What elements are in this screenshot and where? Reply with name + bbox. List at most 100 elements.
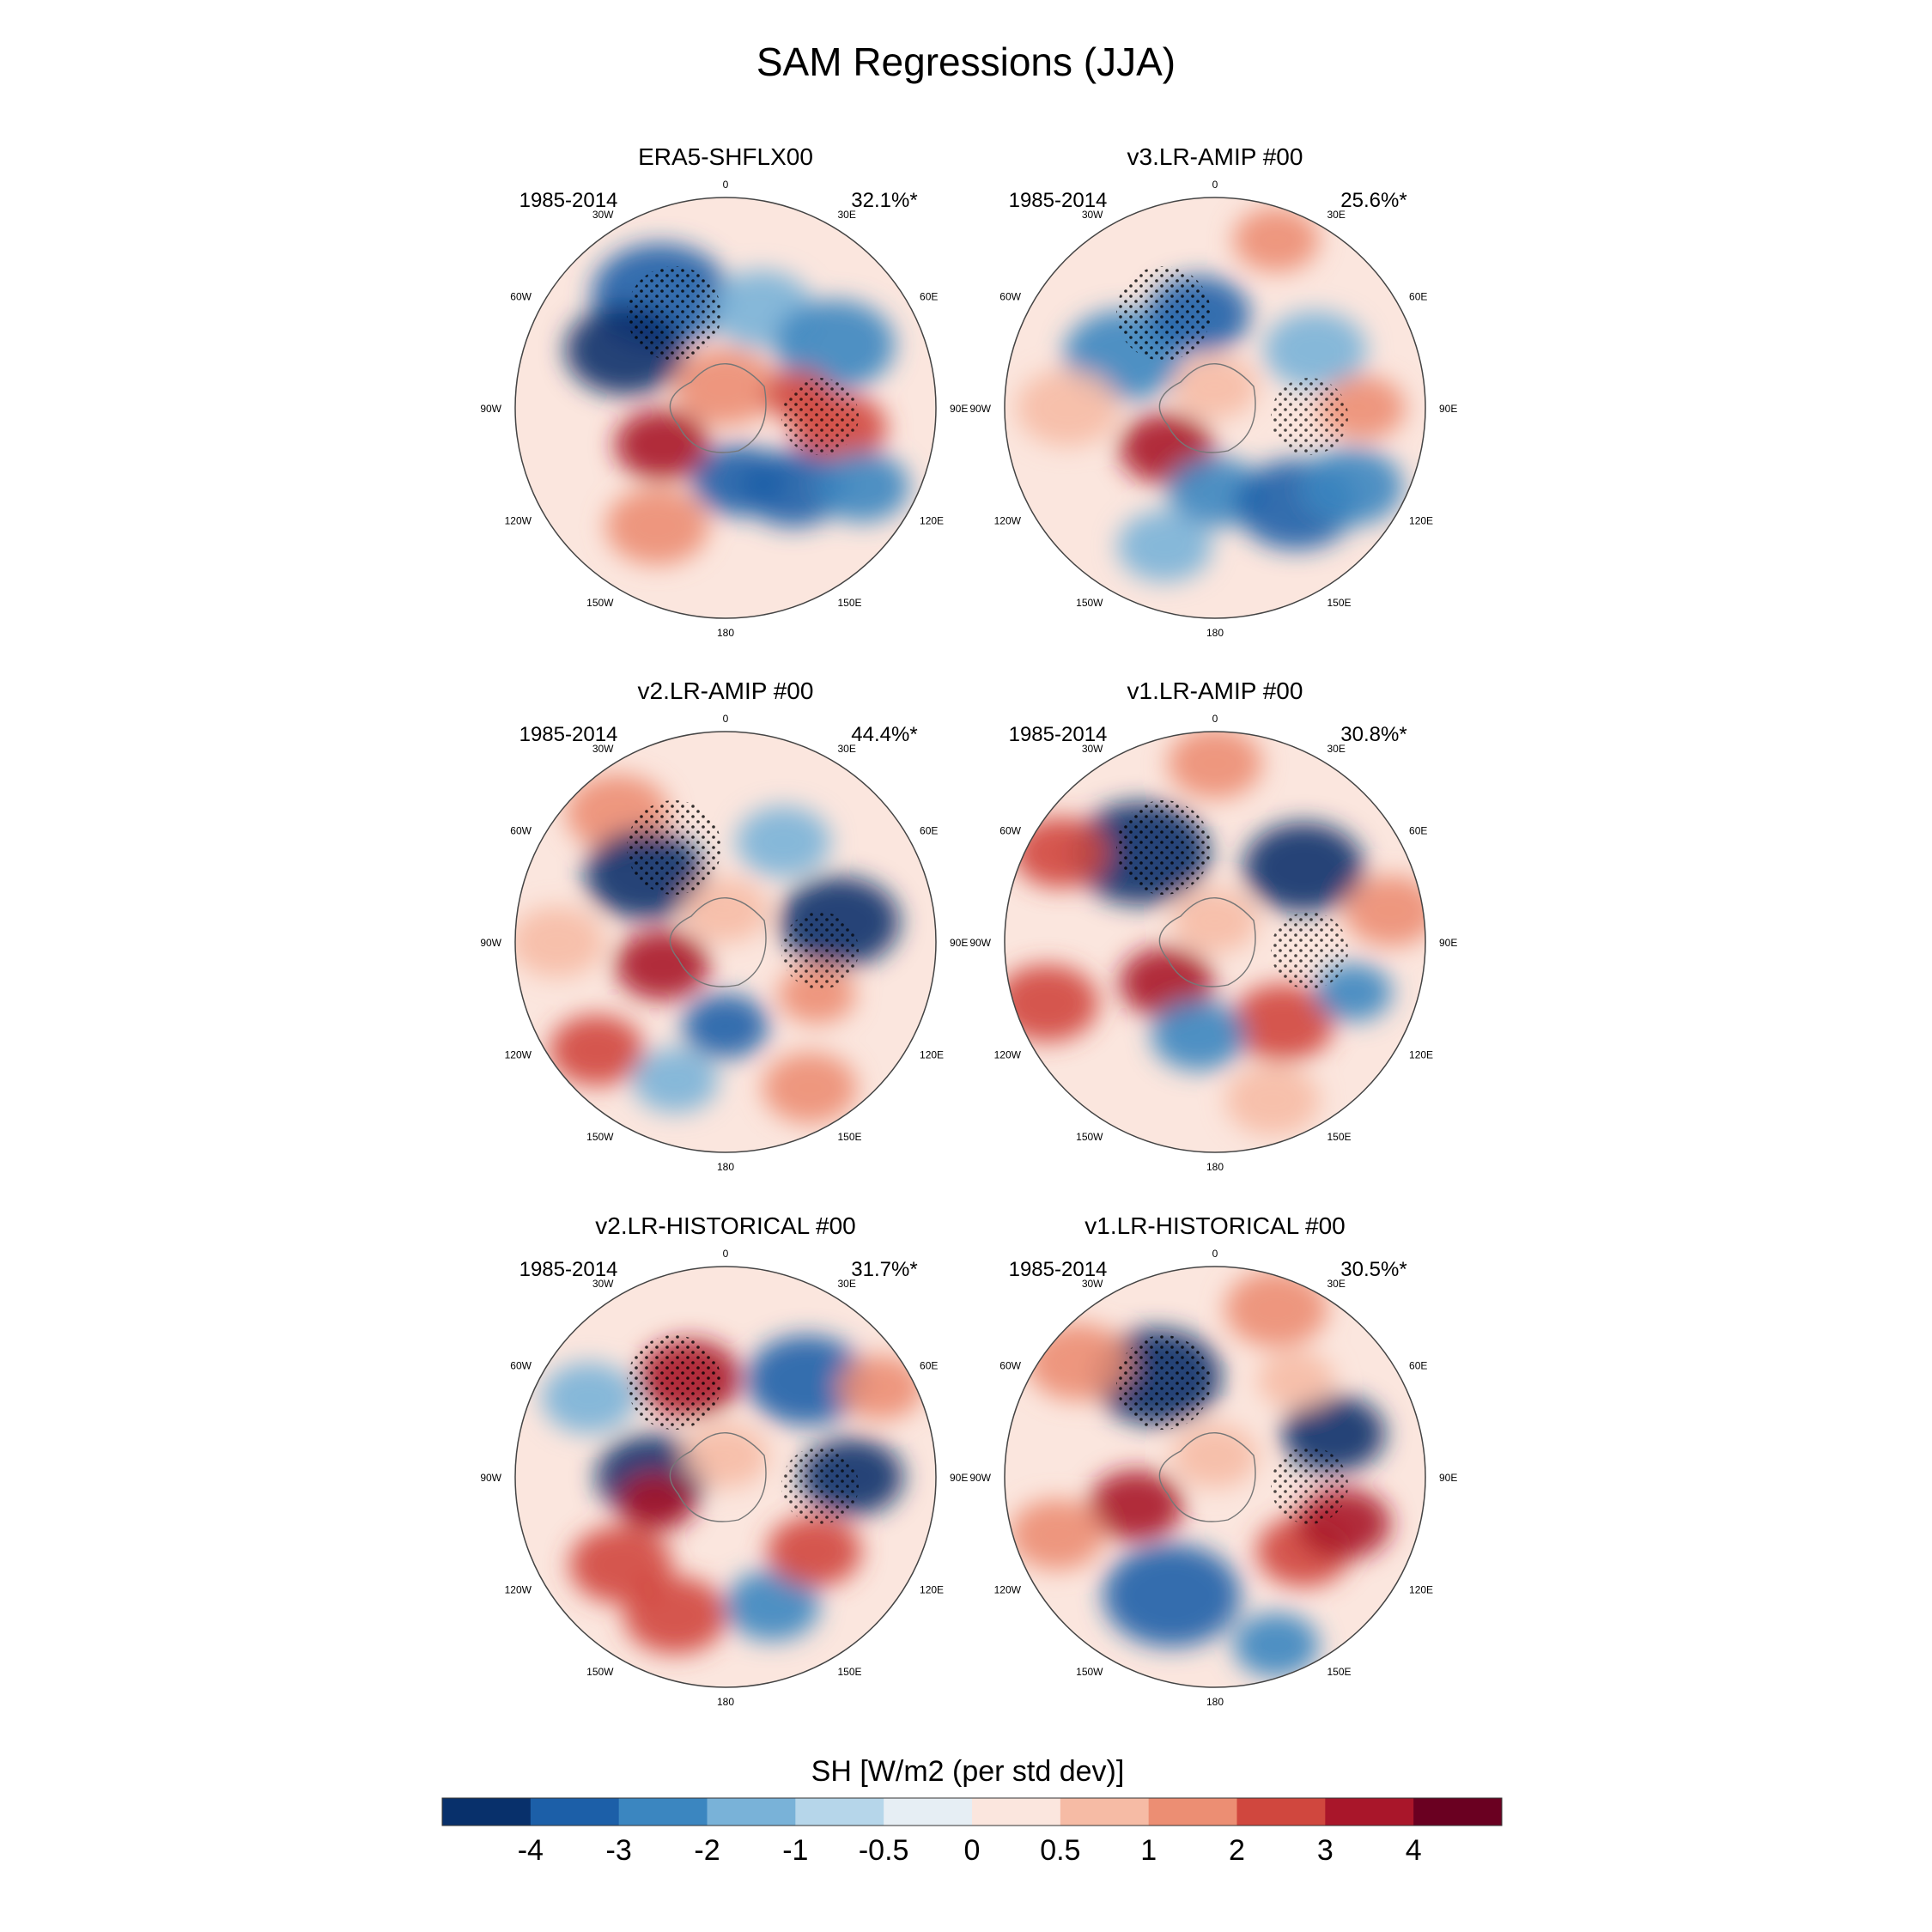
- panel-title: v3.LR-AMIP #00: [1127, 143, 1303, 170]
- longitude-label: 150E: [1327, 1131, 1352, 1143]
- longitude-label: 150E: [1327, 1666, 1352, 1678]
- map-boundary: [514, 197, 937, 619]
- panel-title: v1.LR-HISTORICAL #00: [1084, 1212, 1345, 1239]
- longitude-label: 90E: [1439, 1472, 1457, 1484]
- longitude-label: 0: [1212, 1248, 1218, 1260]
- longitude-label: 60E: [920, 1360, 938, 1372]
- panel-period: 1985-2014: [519, 189, 618, 212]
- longitude-label: 90E: [1439, 937, 1457, 949]
- longitude-label: 150E: [838, 1131, 862, 1143]
- map-field: [515, 1267, 936, 1687]
- significance-stipple: [1271, 1447, 1348, 1524]
- longitude-label: 30E: [838, 209, 856, 221]
- panel-period: 1985-2014: [1009, 723, 1108, 746]
- longitude-label: 0: [723, 713, 729, 725]
- longitude-label: 150W: [1076, 597, 1103, 609]
- longitude-label: 150E: [1327, 597, 1352, 609]
- longitude-label: 60E: [920, 825, 938, 837]
- significance-stipple: [1271, 378, 1348, 455]
- longitude-label: 60W: [999, 1360, 1021, 1372]
- significance-stipple: [781, 378, 859, 455]
- colorbar-swatch: [707, 1798, 796, 1826]
- longitude-label: 120W: [994, 1584, 1022, 1596]
- longitude-label: 180: [717, 1696, 734, 1708]
- longitude-label: 180: [1206, 1161, 1224, 1173]
- longitude-label: 120W: [505, 1049, 532, 1061]
- longitude-label: 90W: [969, 1472, 991, 1484]
- longitude-label: 150W: [586, 597, 614, 609]
- longitude-label: 30E: [838, 743, 856, 755]
- map-boundary: [1004, 197, 1426, 619]
- longitude-label: 150E: [838, 597, 862, 609]
- longitude-label: 90E: [950, 403, 968, 415]
- panel-title: v2.LR-AMIP #00: [638, 677, 814, 704]
- longitude-label: 60W: [999, 825, 1021, 837]
- significance-stipple: [781, 1447, 859, 1524]
- longitude-label: 90W: [969, 403, 991, 415]
- colorbar-tick-label: -0.5: [859, 1834, 909, 1867]
- panel-period: 1985-2014: [1009, 1258, 1108, 1281]
- significance-stipple: [627, 266, 721, 361]
- longitude-label: 30W: [592, 1278, 614, 1290]
- colorbar-swatch: [1325, 1798, 1414, 1826]
- antarctica-outline: [669, 1432, 767, 1522]
- colorbar-tick-label: 0: [964, 1834, 981, 1867]
- panel-title: ERA5-SHFLX00: [638, 143, 813, 170]
- colorbar-tick-label: 0.5: [1040, 1834, 1080, 1867]
- significance-stipple: [1116, 266, 1211, 361]
- colorbar-swatch: [795, 1798, 884, 1826]
- colorbar-swatch: [884, 1798, 973, 1826]
- colorbar-swatch: [530, 1798, 620, 1826]
- longitude-label: 60E: [1409, 825, 1427, 837]
- map-panel: v1.LR-HISTORICAL #00 1985-2014 30.5%* 0 30E 6…: [969, 1212, 1457, 1708]
- longitude-label: 30E: [1327, 209, 1346, 221]
- colorbar-swatch: [442, 1798, 532, 1826]
- colorbar-label: SH [W/m2 (per std dev)]: [811, 1755, 1125, 1788]
- longitude-label: 30W: [1082, 1278, 1103, 1290]
- colorbar-tick-label: 2: [1229, 1834, 1245, 1867]
- longitude-label: 150W: [586, 1666, 614, 1678]
- antarctica-outline: [1158, 1432, 1256, 1522]
- antarctica-outline: [1158, 897, 1256, 987]
- map-panel: v1.LR-AMIP #00 1985-2014 30.8%* 0 30E 60E 90E 1…: [969, 677, 1457, 1173]
- map-field: [1005, 1267, 1425, 1687]
- colorbar-swatch: [1148, 1798, 1237, 1826]
- map-field: [515, 732, 936, 1152]
- longitude-label: 180: [717, 1161, 734, 1173]
- longitude-label: 150W: [1076, 1666, 1103, 1678]
- map-boundary: [1004, 731, 1426, 1153]
- colorbar-swatch: [618, 1798, 708, 1826]
- longitude-label: 0: [1212, 179, 1218, 191]
- panel-variance: 32.1%*: [851, 189, 917, 212]
- longitude-label: 60E: [1409, 291, 1427, 303]
- longitude-label: 90W: [480, 937, 501, 949]
- longitude-label: 60E: [920, 291, 938, 303]
- colorbar-tick-label: 1: [1140, 1834, 1157, 1867]
- longitude-label: 90E: [950, 937, 968, 949]
- longitude-label: 150W: [586, 1131, 614, 1143]
- map-boundary: [1004, 1266, 1426, 1688]
- map-field: [1005, 197, 1425, 618]
- colorbar: SH [W/m2 (per std dev)] -4 -3 -2 -1 -0.5 0 0.5…: [441, 1755, 1503, 1867]
- longitude-label: 90E: [950, 1472, 968, 1484]
- panel-period: 1985-2014: [519, 723, 618, 746]
- panel-title: v1.LR-AMIP #00: [1127, 677, 1303, 704]
- panel-variance: 31.7%*: [851, 1258, 917, 1281]
- antarctica-outline: [669, 363, 767, 453]
- significance-stipple: [627, 1335, 721, 1430]
- map-panel: ERA5-SHFLX00 1985-2014 32.1%* 0 30E 60E 90E 120…: [480, 143, 968, 639]
- antarctica-outline: [669, 897, 767, 987]
- longitude-label: 120E: [1409, 1584, 1433, 1596]
- map-panel: v2.LR-HISTORICAL #00 1985-2014 31.7%* 0 30E 6…: [480, 1212, 968, 1708]
- figure-title: SAM Regressions (JJA): [756, 39, 1176, 84]
- longitude-label: 30W: [1082, 743, 1103, 755]
- antarctica-outline: [1158, 363, 1256, 453]
- colorbar-swatch: [1060, 1798, 1150, 1826]
- longitude-label: 150E: [838, 1666, 862, 1678]
- longitude-label: 120W: [505, 515, 532, 527]
- map-boundary: [514, 731, 937, 1153]
- longitude-label: 180: [1206, 627, 1224, 639]
- panel-title: v2.LR-HISTORICAL #00: [595, 1212, 855, 1239]
- colorbar-swatch: [1413, 1798, 1503, 1826]
- longitude-label: 120E: [920, 1049, 944, 1061]
